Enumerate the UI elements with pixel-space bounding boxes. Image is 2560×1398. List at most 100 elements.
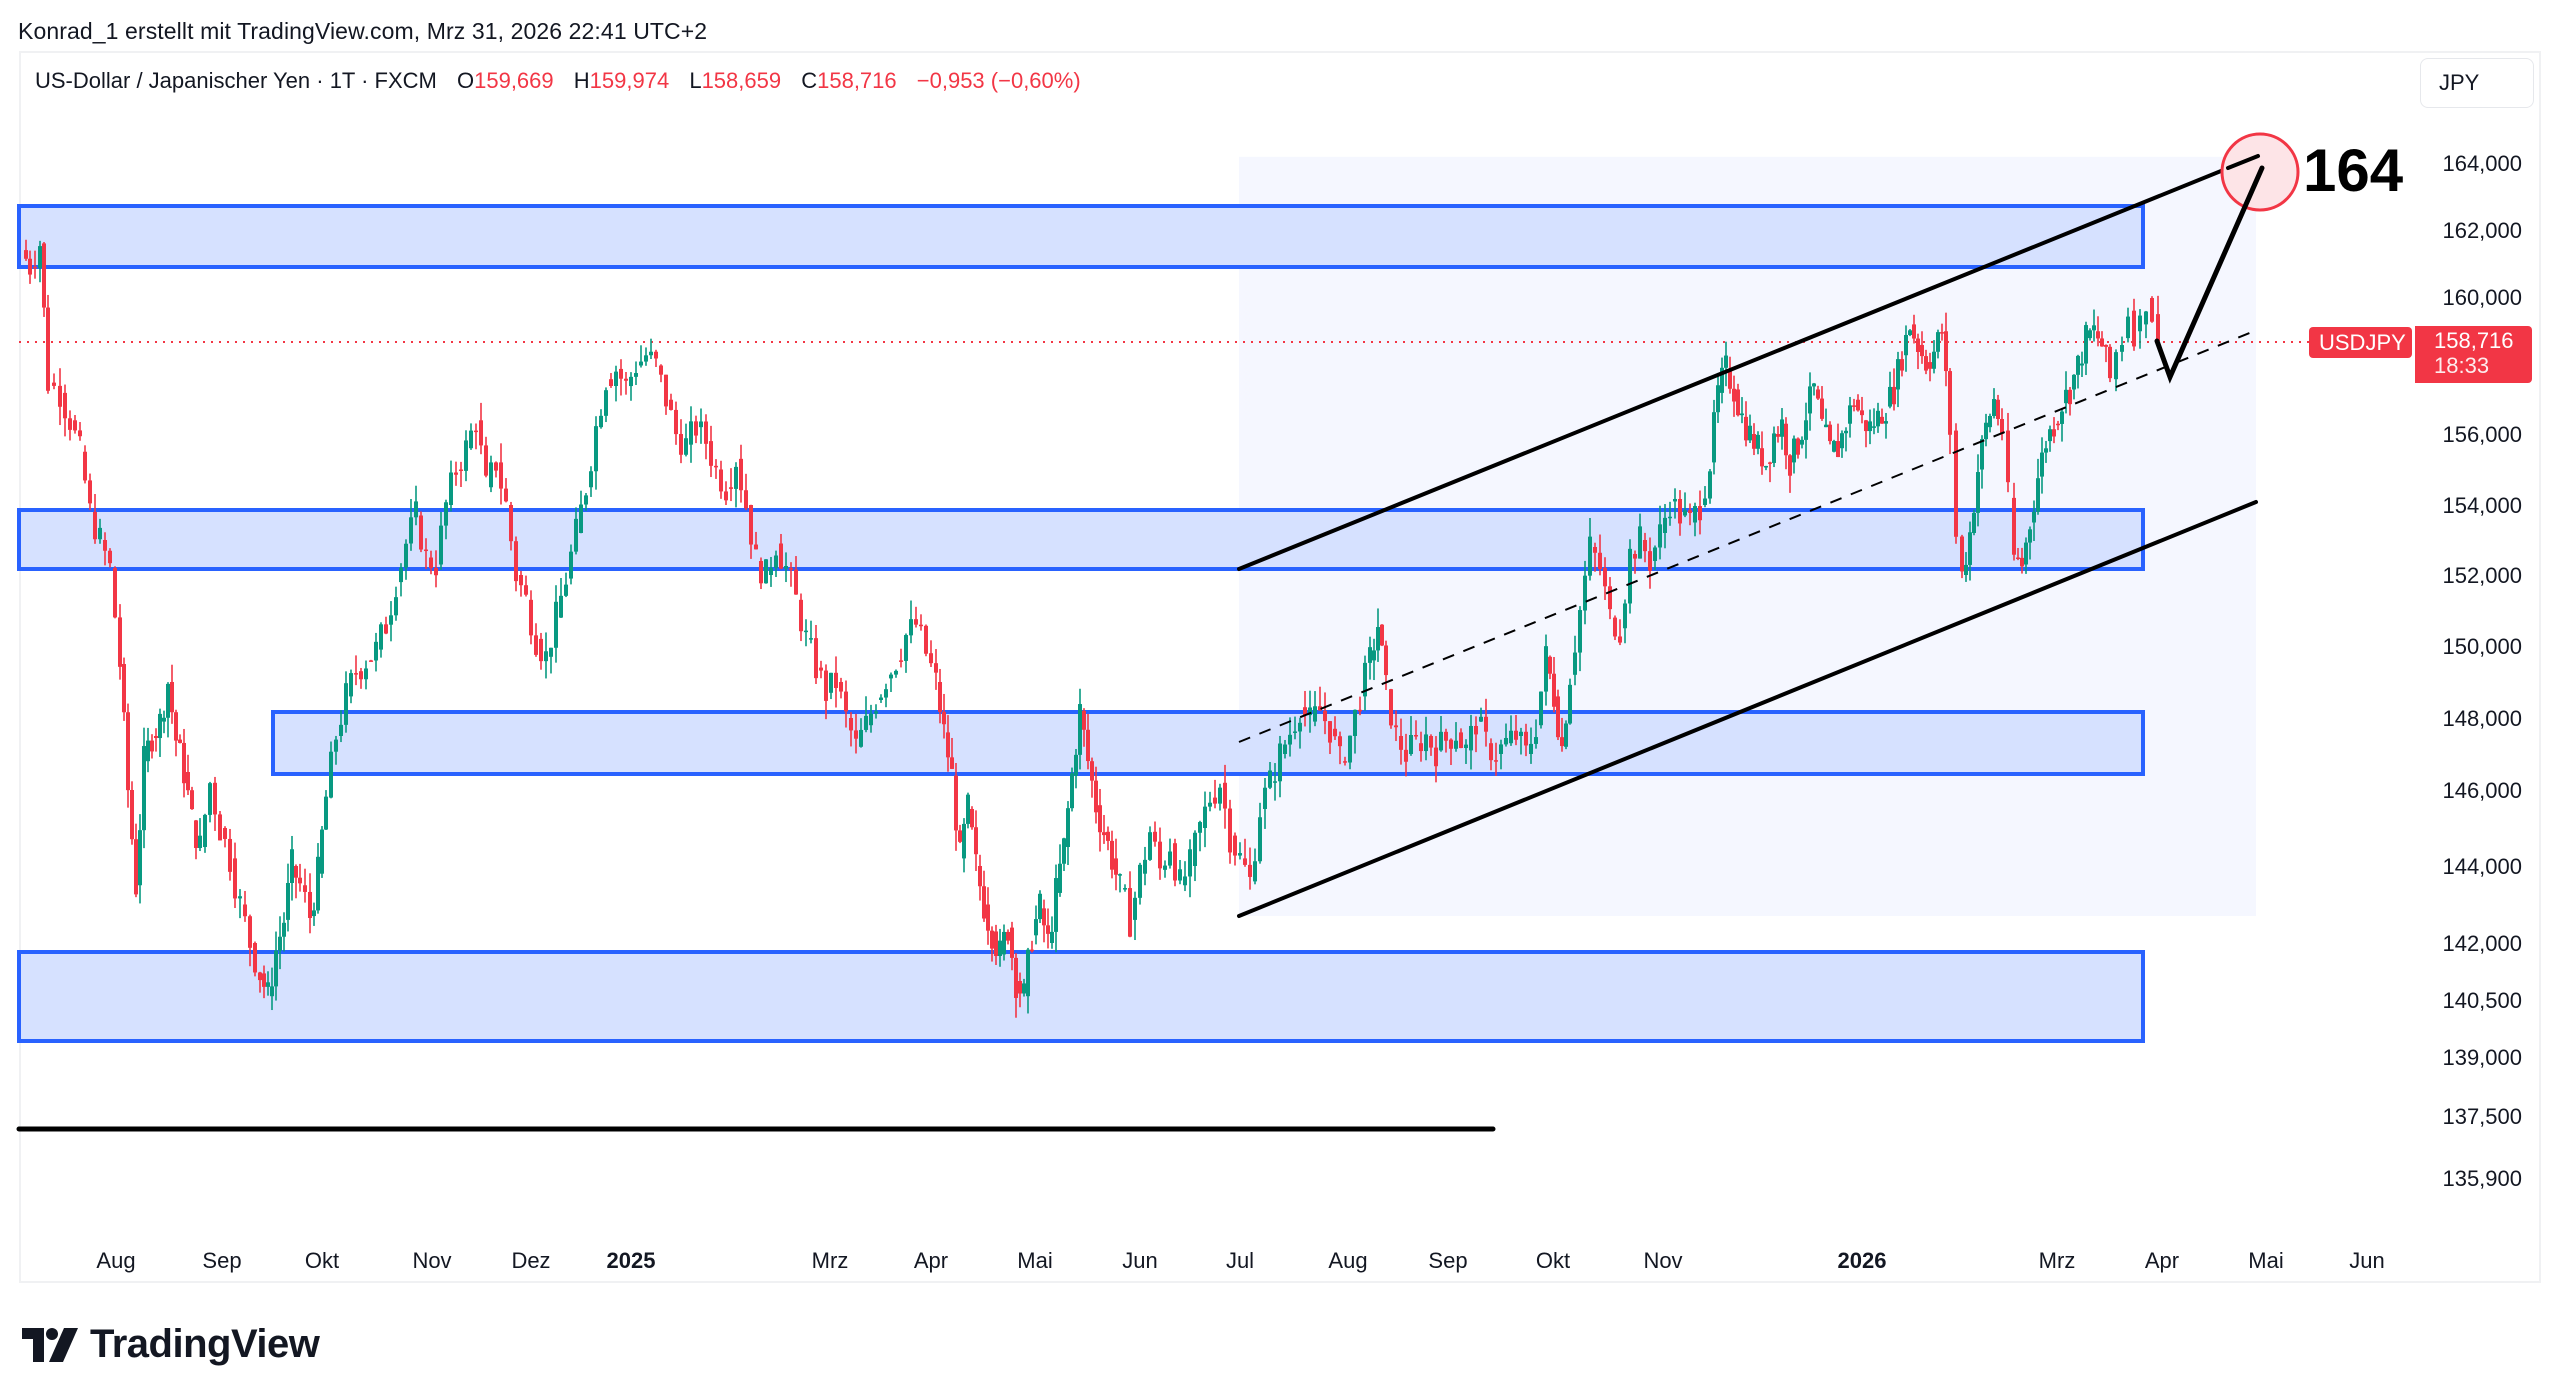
candle-up [1519,731,1523,736]
candle-down [1233,835,1237,856]
currency-button[interactable]: JPY [2420,58,2534,108]
candle-down [126,712,130,791]
zone-152-154 [17,508,2145,571]
candle-down [1556,696,1560,738]
candle-up [1812,383,1816,387]
candle-down [754,544,758,550]
candle-up [599,415,603,428]
candle-down [744,490,748,509]
candle-up [2092,325,2096,331]
change-value: −0,953 (−0,60%) [916,68,1081,93]
candle-up [1238,853,1242,856]
candle-up [879,697,883,700]
candle-down [1744,416,1748,441]
candle-down [190,790,194,810]
candle-down [243,904,247,917]
candle-down [950,757,954,769]
time-axis-label: Apr [2145,1248,2179,1273]
price-axis-label: 140,500 [2442,988,2522,1013]
candle-up [1278,743,1282,782]
candle-down [839,682,843,692]
candle-down [384,624,388,634]
candle-up [1368,647,1372,663]
candle-down [262,973,266,987]
candle-up [1968,532,1972,565]
candle-up [594,426,598,472]
candle-down [1514,730,1518,740]
candle-down [24,250,28,259]
trend-drawings[interactable]: 164 [16,132,2404,1132]
high-value: 159,974 [589,68,670,93]
symbol-tag-label: USDJPY [2319,330,2406,355]
candle-down [1444,731,1448,741]
candle-down [654,351,658,359]
candle-up [324,796,328,830]
candle-up [1034,919,1038,936]
candle-down [1153,831,1157,842]
candle-up [1539,691,1543,726]
candle-up [2024,542,2028,565]
candle-up [1964,564,1968,575]
candle-down [354,673,358,675]
candle-up [1564,723,1568,747]
candle-down [1860,410,1864,416]
candle-down [849,718,853,731]
candle-down [359,671,363,680]
candle-up [158,713,162,739]
symbol-title[interactable]: US-Dollar / Japanischer Yen · 1T · FXCM [35,68,437,93]
candle-up [1188,849,1192,877]
candle-down [258,972,262,981]
candle-up [1203,806,1207,828]
candle-down [1760,448,1764,467]
candle-down [459,469,463,471]
support-resistance-zones[interactable] [17,204,2145,1043]
last-price-tag: 158,716 18:33 [2415,326,2532,383]
candle-down [924,625,928,654]
last-price-value: 158,716 [2434,328,2514,353]
tradingview-logo[interactable]: TradingView [22,1322,320,1367]
candle-up [1376,627,1380,651]
candle-down [1732,388,1736,402]
candle-up [1683,510,1687,516]
candle-up [2088,330,2092,339]
candle-up [1568,684,1572,724]
time-axis[interactable]: Aug Sep Okt Nov Dez 2025 Mrz Apr Mai Jun Jul Aug Sep… [96,1248,2384,1273]
candle-down [46,307,50,391]
candle-down [434,568,438,576]
candle-down [982,886,986,919]
candle-up [1123,888,1127,890]
candle-down [1954,430,1958,537]
candle-up [469,430,473,449]
candle-up [784,565,788,569]
candle-down [494,462,498,471]
candle-down [1736,389,1740,416]
candle-up [804,630,808,633]
candle-up [379,624,383,650]
candle-up [998,940,1002,956]
candle-up [1663,517,1667,533]
candle-down [1598,552,1602,569]
candle-down [1688,510,1692,513]
candle-up [166,683,170,718]
candle-down [1114,858,1118,875]
candle-down [1404,749,1408,762]
candle-up [1772,433,1776,463]
candle-up [1653,547,1657,561]
candle-up [2044,448,2048,453]
candle-up [312,910,316,917]
time-axis-label: Aug [96,1248,135,1273]
candle-down [174,712,178,741]
price-axis-label: 137,500 [2442,1104,2522,1129]
candle-up [1896,359,1900,390]
candle-up [316,856,320,911]
candle-down [1752,434,1756,449]
candle-up [399,567,403,583]
price-axis[interactable]: 164,000 162,000 160,000 156,000 154,000 152,0… [2442,51,2541,1283]
candle-down [113,568,117,618]
candle-down [609,379,613,387]
candle-down [479,420,483,446]
candle-up [2064,389,2068,404]
projection-arrow [2154,165,2265,384]
candle-up [2040,452,2044,477]
